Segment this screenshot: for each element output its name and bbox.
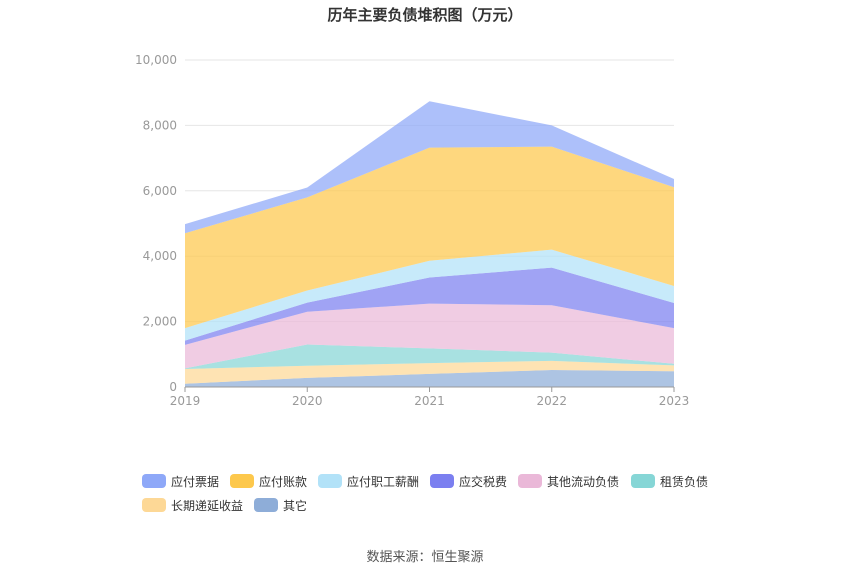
area-应付票据[interactable]	[185, 101, 674, 234]
legend-item[interactable]: 长期递延收益	[142, 496, 243, 514]
legend-swatch	[142, 474, 166, 488]
x-tick-label: 2023	[659, 394, 690, 408]
area-应付职工薪酬[interactable]	[185, 249, 674, 341]
legend-label: 长期递延收益	[171, 498, 244, 513]
area-其它[interactable]	[185, 369, 674, 387]
y-tick-label: 10,000	[135, 53, 177, 67]
x-axis: 2019 2020 2021 2022 2023	[170, 386, 690, 408]
area-长期递延收益[interactable]	[185, 360, 674, 384]
stacked-area-chart: 0 2,000 4,000 6,000 8,000 10,000 2019 2020 2021…	[135, 53, 690, 408]
y-tick-label: 4,000	[143, 249, 177, 263]
legend-swatch	[518, 474, 542, 488]
legend-item[interactable]: 应付票据	[142, 472, 219, 490]
legend-label: 应付职工薪酬	[347, 474, 420, 489]
legend-label: 应付票据	[171, 474, 220, 489]
y-tick-label: 0	[169, 380, 177, 394]
legend-item[interactable]: 应付账款	[230, 472, 307, 490]
legend-label: 租赁负债	[660, 474, 709, 489]
y-tick-label: 2,000	[143, 315, 177, 329]
x-tick-label: 2022	[536, 394, 567, 408]
x-tick-label: 2019	[170, 394, 201, 408]
legend-label: 其它	[283, 498, 308, 513]
area-租赁负债[interactable]	[185, 344, 674, 370]
area-series	[185, 101, 674, 387]
legend-swatch	[318, 474, 342, 488]
legend-label: 应交税费	[459, 474, 508, 489]
area-应交税费[interactable]	[185, 267, 674, 345]
area-其他流动负债[interactable]	[185, 303, 674, 369]
legend-item[interactable]: 应付职工薪酬	[318, 472, 419, 490]
legend-swatch	[142, 498, 166, 512]
legend-label: 应付账款	[259, 474, 308, 489]
chart-title: 历年主要负债堆积图（万元）	[327, 6, 523, 24]
x-tick-label: 2021	[414, 394, 445, 408]
legend-swatch	[230, 474, 254, 488]
legend-swatch	[254, 498, 278, 512]
area-应付账款[interactable]	[185, 146, 674, 329]
x-tick-label: 2020	[292, 394, 323, 408]
legend-item[interactable]: 租赁负债	[631, 472, 708, 490]
legend-swatch	[631, 474, 655, 488]
legend-label: 其他流动负债	[547, 474, 620, 489]
legend-item[interactable]: 其它	[254, 496, 307, 514]
legend-item[interactable]: 应交税费	[430, 472, 507, 490]
data-source: 数据来源：恒生聚源	[366, 550, 484, 565]
legend-swatch	[430, 474, 454, 488]
legend-item[interactable]: 其他流动负债	[518, 472, 619, 490]
y-tick-label: 6,000	[143, 184, 177, 198]
y-axis: 0 2,000 4,000 6,000 8,000 10,000	[135, 53, 177, 394]
y-tick-label: 8,000	[143, 118, 177, 132]
